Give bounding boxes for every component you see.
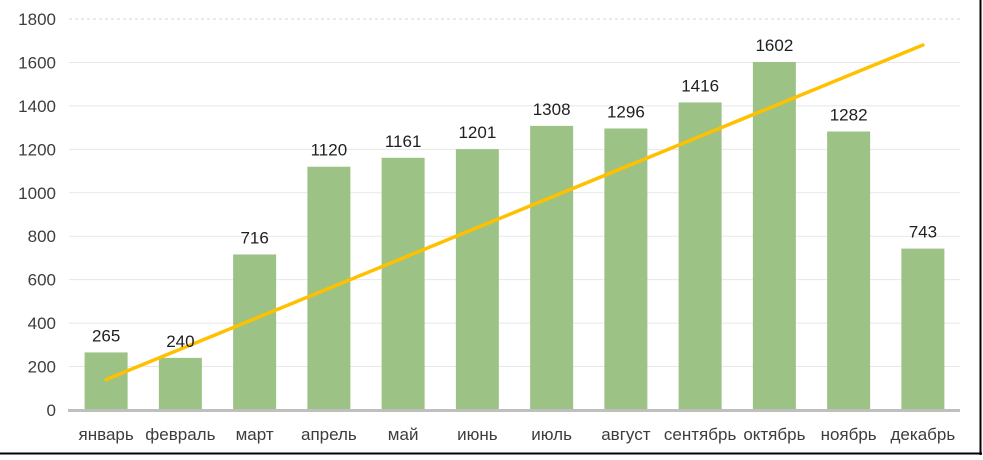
bar-декабрь bbox=[901, 248, 945, 409]
data-label-март: 716 bbox=[240, 228, 268, 247]
data-label-июнь: 1201 bbox=[458, 123, 496, 142]
data-label-август: 1296 bbox=[607, 102, 645, 121]
y-tick-label-1200: 1200 bbox=[18, 140, 56, 159]
x-tick-label-февраль: февраль bbox=[145, 425, 215, 444]
bar-май bbox=[381, 157, 425, 409]
bar-ноябрь bbox=[827, 131, 871, 409]
data-label-ноябрь: 1282 bbox=[830, 106, 868, 125]
bar-июнь bbox=[455, 149, 499, 410]
data-label-январь: 265 bbox=[92, 326, 120, 345]
bar-октябрь bbox=[752, 62, 796, 409]
x-tick-label-ноябрь: ноябрь bbox=[821, 425, 877, 444]
x-tick-label-июнь: июнь bbox=[457, 425, 498, 444]
x-tick-label-апрель: апрель bbox=[301, 425, 357, 444]
x-tick-label-март: март bbox=[236, 425, 274, 444]
x-tick-label-июль: июль bbox=[531, 425, 572, 444]
bar-август bbox=[604, 128, 648, 410]
y-tick-label-0: 0 bbox=[47, 401, 56, 420]
bar-февраль bbox=[158, 357, 202, 409]
data-label-апрель: 1120 bbox=[311, 141, 348, 160]
y-tick-label-1800: 1800 bbox=[18, 10, 56, 29]
x-tick-label-январь: январь bbox=[79, 425, 134, 444]
y-tick-label-200: 200 bbox=[28, 358, 56, 377]
trend-line bbox=[104, 43, 925, 382]
bar-июль bbox=[530, 125, 574, 409]
y-tick-label-400: 400 bbox=[28, 314, 56, 333]
data-label-июль: 1308 bbox=[533, 100, 571, 119]
y-tick-label-600: 600 bbox=[28, 271, 56, 290]
data-label-октябрь: 1602 bbox=[755, 36, 793, 55]
data-label-декабрь: 743 bbox=[909, 223, 937, 242]
x-tick-label-август: август bbox=[601, 425, 650, 444]
y-tick-label-1600: 1600 bbox=[18, 53, 56, 72]
y-tick-label-800: 800 bbox=[28, 227, 56, 246]
bar-сентябрь bbox=[678, 102, 722, 409]
y-tick-label-1000: 1000 bbox=[18, 184, 56, 203]
x-tick-label-май: май bbox=[388, 425, 419, 444]
data-label-февраль: 240 bbox=[166, 332, 194, 351]
x-tick-label-декабрь: декабрь bbox=[891, 425, 956, 444]
data-label-сентябрь: 1416 bbox=[681, 76, 719, 95]
x-tick-label-октябрь: октябрь bbox=[743, 425, 805, 444]
y-tick-label-1400: 1400 bbox=[18, 97, 56, 116]
bar-март bbox=[233, 254, 277, 409]
x-tick-label-сентябрь: сентябрь bbox=[664, 425, 737, 444]
data-label-май: 1161 bbox=[385, 132, 422, 151]
